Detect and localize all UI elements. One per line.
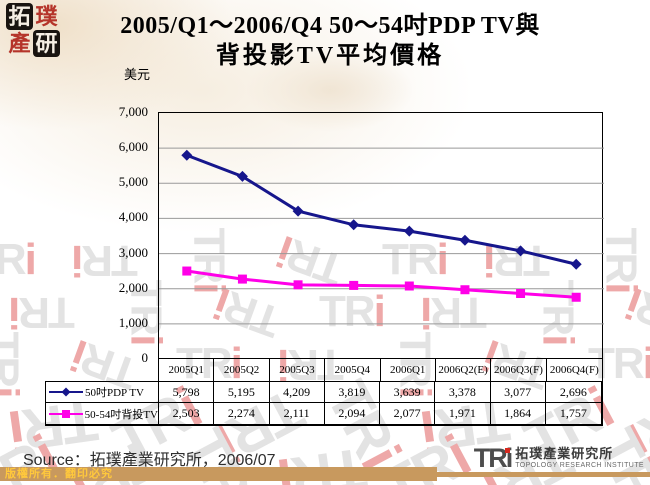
watermark-tri-icon: TRi xyxy=(621,278,650,347)
data-point-marker xyxy=(460,285,470,295)
legend-label: 50-54吋背投TV xyxy=(84,408,158,421)
data-point-marker xyxy=(571,292,581,302)
x-axis-label-row: 2005Q1 2005Q2 2005Q3 2005Q4 2006Q1 2006Q2(E) 2… xyxy=(158,358,603,381)
x-axis-label: 2006Q1 xyxy=(381,359,436,381)
brand-names: 拓璞產業研究所 TOPOLOGY RESEARCH INSTITUTE xyxy=(515,445,644,470)
tri-logo-text: TRi xyxy=(474,445,513,472)
legend-label: 50吋PDP TV xyxy=(85,387,144,399)
y-tick-label: 4,000 xyxy=(118,209,148,225)
page-title: 2005/Q1～2006/Q4 50～54吋PDP TV與 背投影TV平均價格 xyxy=(60,10,600,70)
y-tick-label: 1,000 xyxy=(118,314,148,330)
y-axis-unit-label: 美元 xyxy=(124,67,151,82)
diamond-marker-icon xyxy=(49,387,83,397)
watermark-tri-icon: TRi xyxy=(596,227,646,293)
data-point-marker xyxy=(403,225,415,237)
table-value-cell: 1,757 xyxy=(559,406,587,420)
table-value-cell: 4,209 xyxy=(269,382,325,403)
data-point-marker xyxy=(404,281,414,291)
data-point-marker xyxy=(349,280,359,290)
copyright-text: 版權所有．翻印必究 xyxy=(5,467,113,480)
table-value-cell: 2,274 xyxy=(214,403,270,424)
table-value-cell: 3,819 xyxy=(324,382,380,403)
y-tick-label: 3,000 xyxy=(118,244,148,260)
data-point-marker xyxy=(237,274,247,284)
data-point-marker xyxy=(515,245,527,257)
tri-logo-red-dot-icon xyxy=(505,448,511,453)
x-axis-label: 2006Q3(F) xyxy=(491,359,547,381)
copyright-bar: 版權所有．翻印必究 xyxy=(0,467,437,481)
table-value-cell: 2,111 xyxy=(270,403,325,424)
title-line-2: 背投影TV平均價格 xyxy=(215,43,445,69)
square-marker-icon xyxy=(49,409,83,418)
y-axis-tick-labels: 7,000 6,000 5,000 4,000 3,000 2,000 1,000 0 xyxy=(0,104,149,374)
table-value-cell: 1,864 xyxy=(491,403,546,424)
legend-item: 50吋PDP TV xyxy=(46,382,159,403)
brand-name-en: TOPOLOGY RESEARCH INSTITUTE xyxy=(515,462,644,469)
table-value-cell: 1,971 xyxy=(435,403,491,424)
title-line-1: 2005/Q1～2006/Q4 50～54吋PDP TV與 xyxy=(120,13,540,39)
table-value-cell: 3,378 xyxy=(435,382,491,403)
table-value-cell: 5,195 xyxy=(214,382,270,403)
logo-char: 產 xyxy=(8,30,31,56)
x-axis-label: 2005Q2 xyxy=(214,359,270,381)
source-note: Source：拓璞產業研究所，2006/07 xyxy=(23,452,276,469)
data-point-marker xyxy=(292,205,304,217)
data-point-marker xyxy=(236,170,248,182)
table-value-cell: 3,639 xyxy=(380,382,436,403)
data-point-marker xyxy=(181,149,193,161)
data-table: 50吋PDP TV 5,798 5,195 4,209 3,819 3,639 3,378 3… xyxy=(45,381,603,426)
table-value-cell: 2,077 xyxy=(380,403,436,424)
table-value-cell: 2,503 xyxy=(159,403,215,424)
y-tick-label: 5,000 xyxy=(118,174,148,190)
x-axis-label: 2005Q1 xyxy=(159,359,215,381)
y-tick-label: 2,000 xyxy=(118,279,148,295)
chart-plot-area xyxy=(158,112,604,358)
data-point-marker xyxy=(348,219,360,231)
topology-logo: 拓 璞 產 研 xyxy=(6,3,60,57)
x-axis-label: 2006Q2(E) xyxy=(436,359,492,381)
data-point-marker xyxy=(182,266,192,276)
data-point-marker xyxy=(293,280,303,290)
table-value-cell: 5,798 xyxy=(159,382,215,403)
series-line-diamond xyxy=(186,153,577,266)
logo-char: 研 xyxy=(33,30,60,57)
x-axis-label: 2006Q4(F) xyxy=(549,364,599,376)
footer-rule xyxy=(437,472,650,477)
x-axis-label: 2005Q4 xyxy=(325,359,381,381)
brand-name-zh: 拓璞產業研究所 xyxy=(515,446,614,461)
data-point-marker xyxy=(570,258,582,270)
y-tick-label: 6,000 xyxy=(118,139,148,155)
logo-char: 璞 xyxy=(35,3,58,29)
data-point-marker xyxy=(516,288,526,298)
logo-char: 拓 xyxy=(6,3,33,30)
x-axis-label: 2005Q3 xyxy=(270,359,326,381)
table-value-cell: 2,696 xyxy=(545,382,601,403)
table-value-cell: 2,094 xyxy=(325,403,380,424)
tri-brand-logo: TRi 拓璞產業研究所 TOPOLOGY RESEARCH INSTITUTE xyxy=(474,445,644,472)
legend-item: 50-54吋背投TV xyxy=(46,403,159,424)
table-value-cell: 3,077 xyxy=(490,382,546,403)
y-tick-label: 7,000 xyxy=(118,104,148,119)
series-line-square xyxy=(186,269,577,299)
y-tick-label: 0 xyxy=(141,350,149,365)
chart-canvas xyxy=(159,147,604,325)
data-point-marker xyxy=(459,234,471,246)
